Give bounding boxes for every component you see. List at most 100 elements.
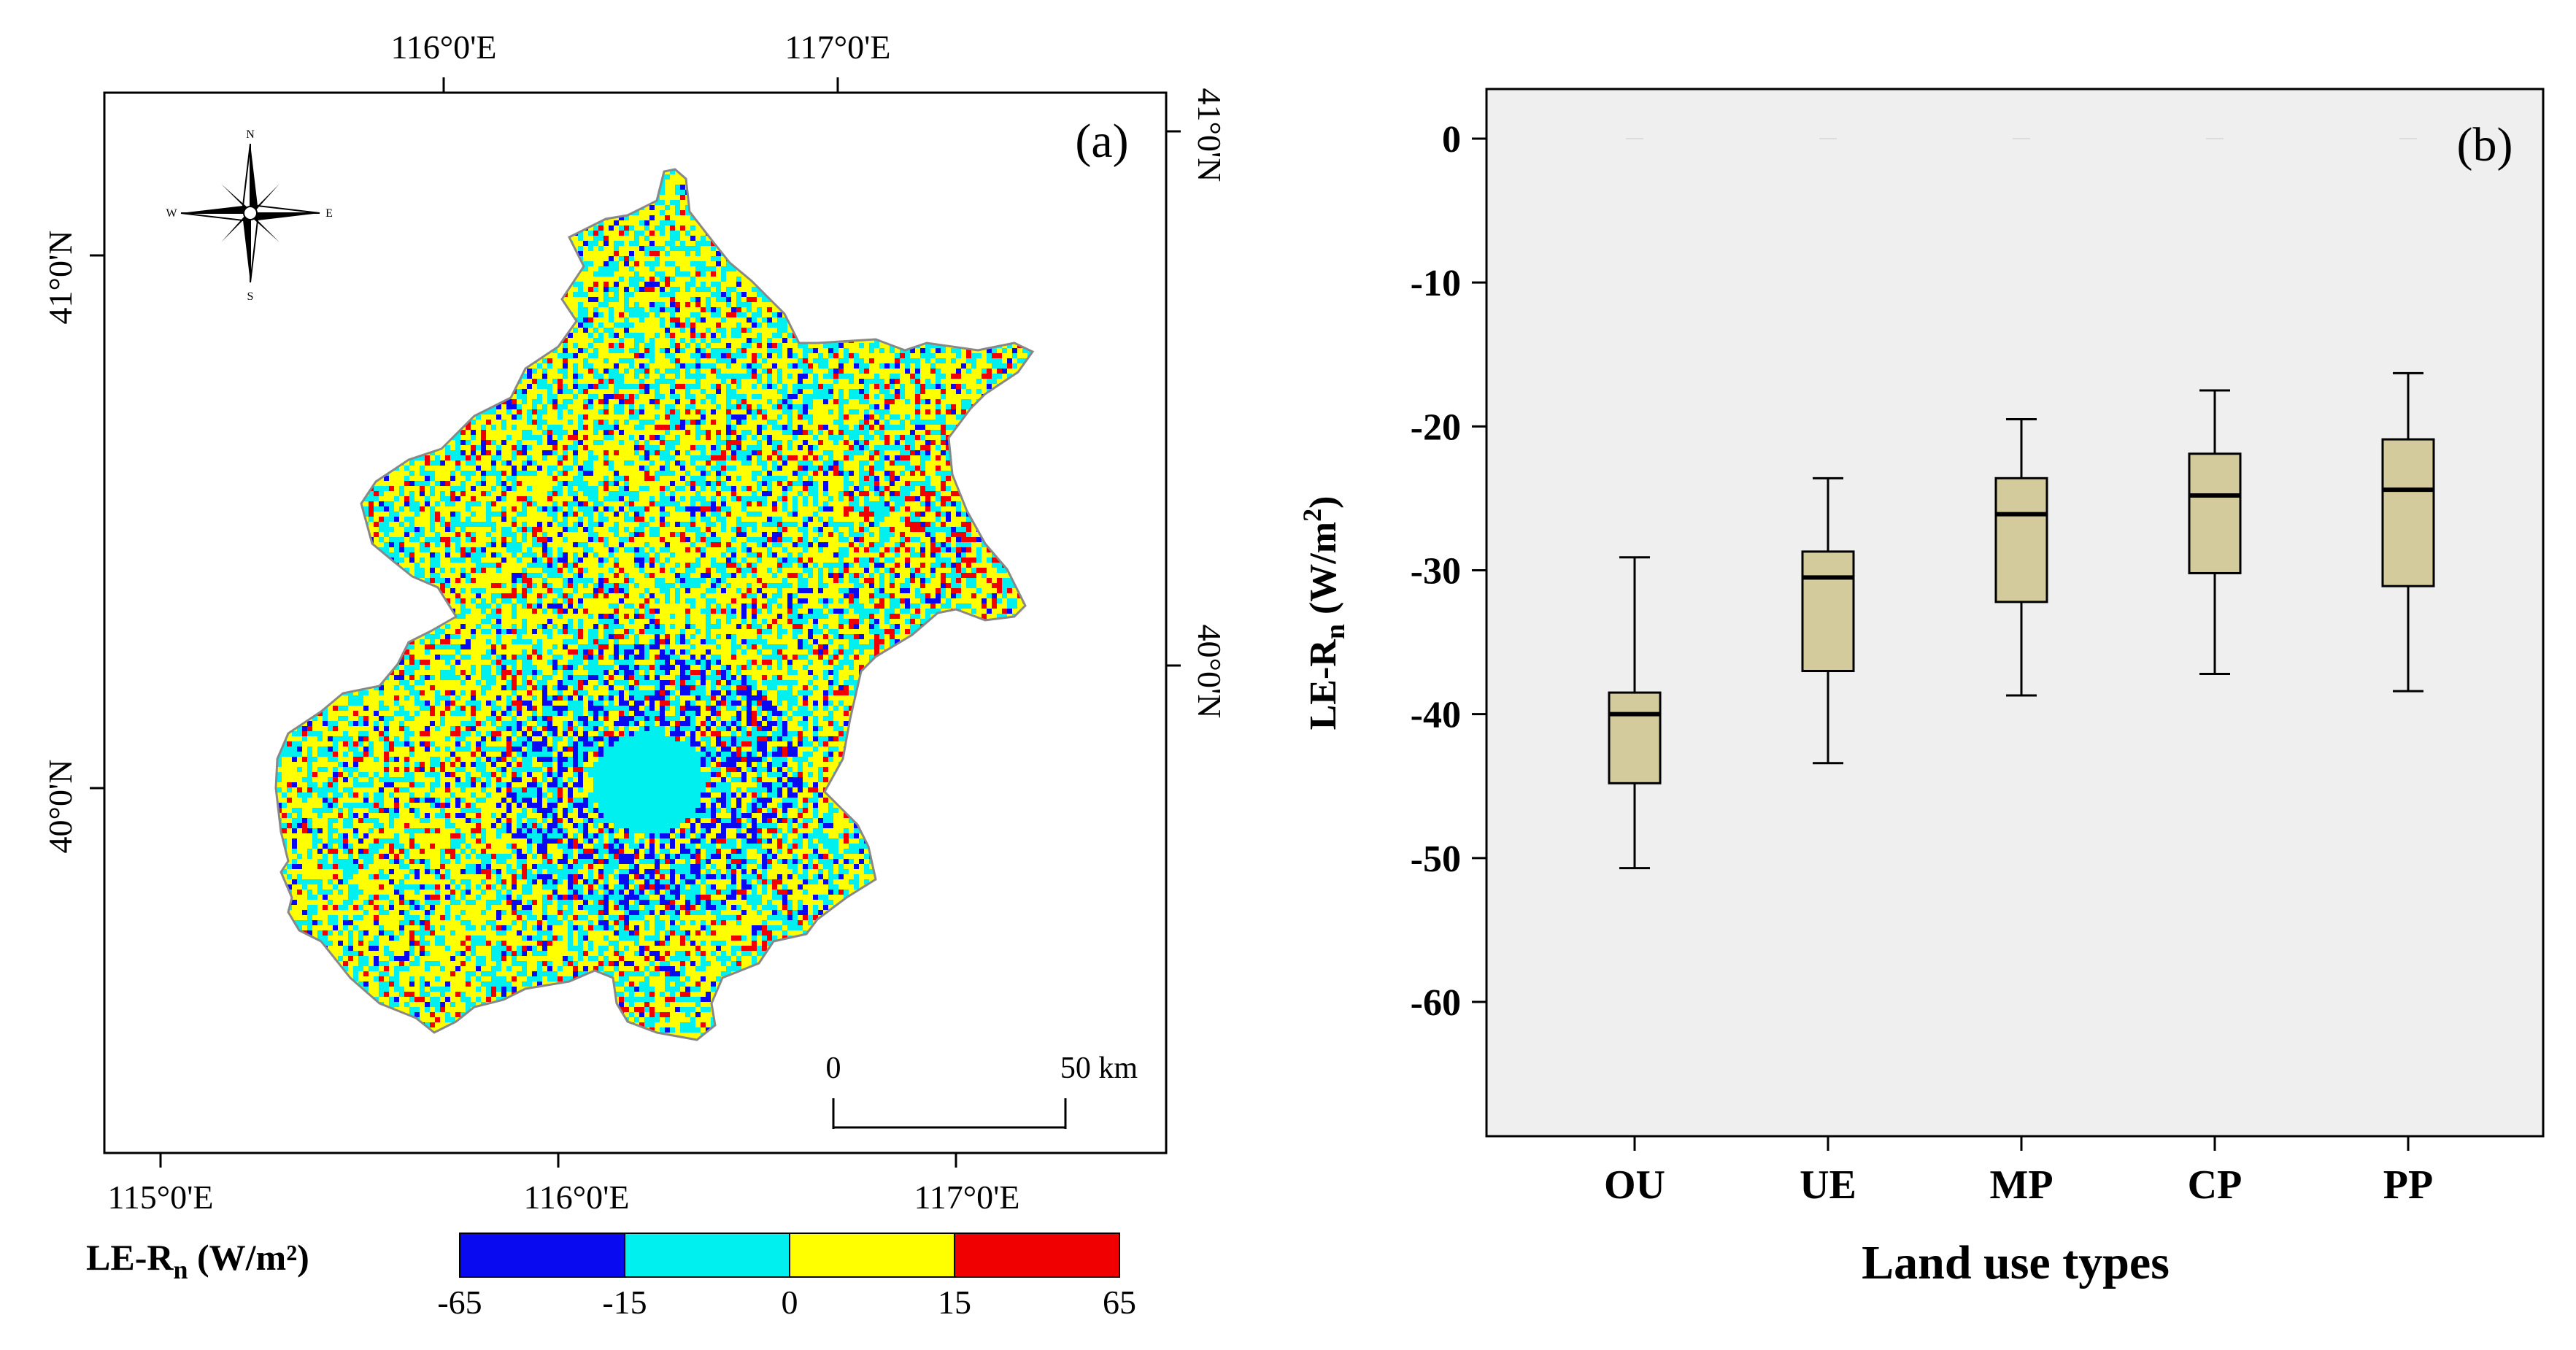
- raster-pixel: [767, 399, 772, 404]
- raster-pixel: [670, 404, 675, 409]
- raster-pixel: [951, 404, 956, 409]
- raster-pixel: [603, 379, 609, 384]
- raster-pixel: [629, 277, 634, 282]
- raster-pixel: [649, 241, 655, 246]
- raster-pixel: [808, 476, 813, 481]
- raster-pixel: [573, 292, 578, 297]
- raster-pixel: [583, 317, 588, 323]
- raster-pixel: [603, 430, 609, 435]
- raster-pixel: [450, 501, 455, 506]
- raster-pixel: [563, 450, 568, 455]
- raster-pixel: [956, 384, 961, 389]
- raster-pixel: [711, 312, 716, 317]
- raster-pixel: [793, 481, 798, 486]
- raster-pixel: [864, 481, 869, 486]
- raster-pixel: [833, 460, 838, 466]
- raster-pixel: [762, 425, 767, 430]
- raster-pixel: [752, 374, 757, 379]
- raster-pixel: [716, 369, 721, 374]
- raster-pixel: [946, 496, 951, 501]
- raster-pixel: [695, 476, 701, 481]
- raster-pixel: [762, 317, 767, 323]
- raster-pixel: [869, 471, 874, 476]
- raster-pixel: [762, 476, 767, 481]
- raster-pixel: [491, 440, 496, 445]
- raster-pixel: [634, 409, 639, 414]
- raster-pixel: [568, 501, 573, 506]
- raster-pixel: [772, 476, 777, 481]
- raster-pixel: [588, 486, 593, 491]
- raster-pixel: [527, 409, 532, 414]
- raster-pixel: [757, 323, 762, 328]
- raster-pixel: [895, 353, 900, 358]
- raster-pixel: [813, 348, 818, 353]
- raster-pixel: [920, 471, 925, 476]
- raster-pixel: [757, 430, 762, 435]
- raster-pixel: [930, 343, 936, 348]
- raster-pixel: [598, 374, 603, 379]
- raster-pixel: [558, 369, 563, 374]
- raster-pixel: [716, 445, 721, 450]
- raster-pixel: [736, 450, 741, 455]
- raster-pixel: [900, 425, 905, 430]
- raster-pixel: [762, 384, 767, 389]
- raster-pixel: [946, 471, 951, 476]
- raster-pixel: [649, 501, 655, 506]
- raster-pixel: [680, 210, 685, 215]
- raster-pixel: [568, 409, 573, 414]
- raster-pixel: [716, 466, 721, 471]
- raster-pixel: [844, 450, 849, 455]
- raster-pixel: [890, 379, 895, 384]
- raster-pixel: [614, 379, 619, 384]
- raster-pixel: [879, 460, 884, 466]
- raster-pixel: [777, 323, 782, 328]
- raster-pixel: [823, 486, 828, 491]
- raster-pixel: [721, 460, 726, 466]
- raster-pixel: [925, 440, 930, 445]
- raster-pixel: [624, 399, 629, 404]
- raster-pixel: [859, 394, 864, 399]
- raster-pixel: [552, 491, 558, 496]
- raster-pixel: [501, 486, 506, 491]
- raster-pixel: [542, 358, 547, 363]
- raster-pixel: [987, 379, 992, 384]
- raster-pixel: [823, 358, 828, 363]
- raster-pixel: [552, 466, 558, 471]
- raster-pixel: [793, 353, 798, 358]
- raster-pixel: [588, 450, 593, 455]
- raster-pixel: [736, 302, 741, 307]
- raster-pixel: [874, 476, 879, 481]
- raster-pixel: [568, 481, 573, 486]
- raster-pixel: [644, 312, 649, 317]
- raster-pixel: [603, 394, 609, 399]
- raster-pixel: [670, 333, 675, 338]
- raster-pixel: [609, 266, 614, 271]
- raster-pixel: [522, 394, 527, 399]
- raster-pixel: [941, 384, 946, 389]
- raster-pixel: [603, 271, 609, 277]
- raster-pixel: [675, 358, 680, 363]
- raster-pixel: [833, 374, 838, 379]
- raster-pixel: [695, 302, 701, 307]
- raster-pixel: [711, 369, 716, 374]
- raster-pixel: [609, 435, 614, 440]
- raster-pixel: [506, 476, 512, 481]
- raster-pixel: [460, 471, 466, 476]
- raster-pixel: [752, 435, 757, 440]
- raster-pixel: [680, 323, 685, 328]
- raster-pixel: [573, 501, 578, 506]
- raster-pixel: [987, 374, 992, 379]
- raster-pixel: [716, 374, 721, 379]
- raster-pixel: [690, 328, 695, 333]
- raster-pixel: [772, 404, 777, 409]
- raster-pixel: [987, 384, 992, 389]
- raster-pixel: [752, 312, 757, 317]
- raster-pixel: [675, 460, 680, 466]
- raster-pixel: [527, 445, 532, 450]
- raster-pixel: [639, 409, 644, 414]
- raster-pixel: [660, 220, 665, 225]
- raster-pixel: [859, 445, 864, 450]
- raster-pixel: [731, 404, 736, 409]
- raster-pixel: [879, 450, 884, 455]
- raster-pixel: [767, 491, 772, 496]
